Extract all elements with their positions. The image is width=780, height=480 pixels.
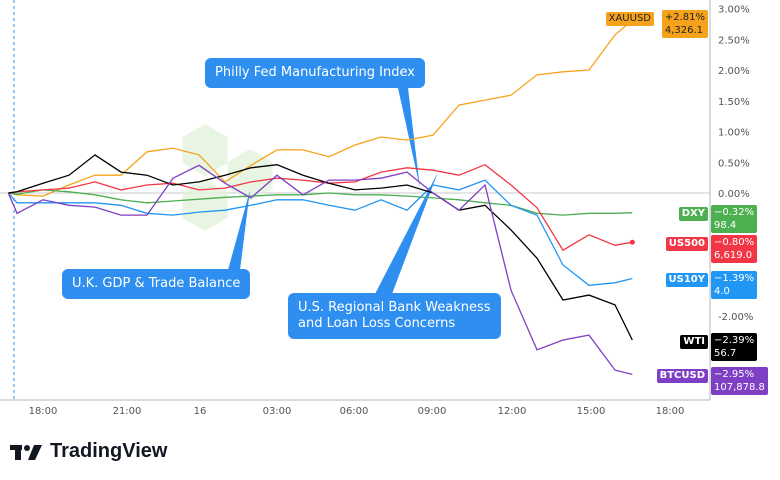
annotation-text: and Loan Loss Concerns [298,316,456,331]
annotation-pointer [398,88,420,188]
series-price: 4.0 [714,286,730,297]
watermark-hexagon [182,124,228,176]
series-value-label: +2.81% 4,326.1 [661,10,708,38]
x-tick-label: 21:00 [113,406,142,417]
series-price: 56.7 [714,348,737,359]
series-line-us500 [8,163,633,252]
series-line-btcusd [7,164,633,376]
series-value-label: −0.80% 6,619.0 [711,235,758,263]
series-name-label: US10Y [665,273,708,287]
series-value-label: −2.95% 107,878.8 [711,367,768,395]
series-change: −0.80% [714,237,755,248]
series-line-wti [8,154,633,341]
chart-svg: 3.00% 2.50% 2.00% 1.50% 1.00% 0.50% 0.00% -2.00… [0,0,753,417]
series-price: 4,326.1 [664,25,704,36]
series-value-label: −0.32% 98.4 [711,205,758,233]
logo-text: TradingView [50,440,168,462]
x-tick-label: 03:00 [263,406,292,417]
series-name-label: XAUUSD [605,12,654,26]
y-tick-label: 2.50% [718,35,750,46]
series-change: −2.95% [714,369,755,380]
series-line-xauusd [8,19,633,197]
annotation-text: U.S. Regional Bank Weakness [298,300,491,315]
series-name-label: DXY [678,207,708,221]
tradingview-logo[interactable]: TradingView [10,440,167,463]
last-price-dot-us500 [629,239,635,245]
series-change: −2.39% [714,335,755,346]
series-price: 6,619.0 [714,250,753,261]
series-change: +2.81% [664,12,705,23]
tradingview-logo-icon [10,444,42,460]
annotation-pointer [375,172,438,294]
x-tick-label: 15:00 [577,406,606,417]
y-tick-label: 1.50% [718,97,750,108]
x-tick-label: 18:00 [656,406,685,417]
watermark-hexagon [182,179,228,231]
annotation-philly-fed: Philly Fed Manufacturing Index [205,58,425,88]
watermark-hexagon [227,149,273,201]
series-value-label: −1.39% 4.0 [711,271,758,299]
series-price: 98.4 [714,220,737,231]
x-tick-label: 16 [194,406,207,417]
series-change: −0.32% [714,207,755,218]
annotation-text: Philly Fed Manufacturing Index [215,65,415,80]
x-tick-label: 12:00 [498,406,527,417]
y-tick-label: 2.00% [718,66,750,77]
y-tick-label: 0.00% [718,189,750,200]
y-tick-label: 1.00% [718,128,750,139]
x-tick-label: 06:00 [340,406,369,417]
y-tick-label: 0.50% [718,158,750,169]
annotation-pointer [228,190,250,270]
y-tick-label: -2.00% [718,312,753,323]
annotation-uk-gdp: U.K. GDP & Trade Balance [62,269,251,299]
series-price: 107,878.8 [714,382,765,393]
x-tick-label: 18:00 [29,406,58,417]
series-line-us10y [7,179,633,286]
series-line-dxy [8,189,633,216]
annotation-text: U.K. GDP & Trade Balance [72,276,241,291]
x-tick-label: 09:00 [418,406,447,417]
series-name-label: WTI [680,335,708,349]
series-change: −1.39% [714,273,755,284]
series-value-label: −2.39% 56.7 [711,333,758,361]
series-name-label: US500 [665,237,708,251]
annotation-us-regional-banks: U.S. Regional Bank Weakness and Loan Loss… [288,293,501,339]
y-tick-label: 3.00% [718,5,750,16]
series-name-label: BTCUSD [656,369,708,383]
